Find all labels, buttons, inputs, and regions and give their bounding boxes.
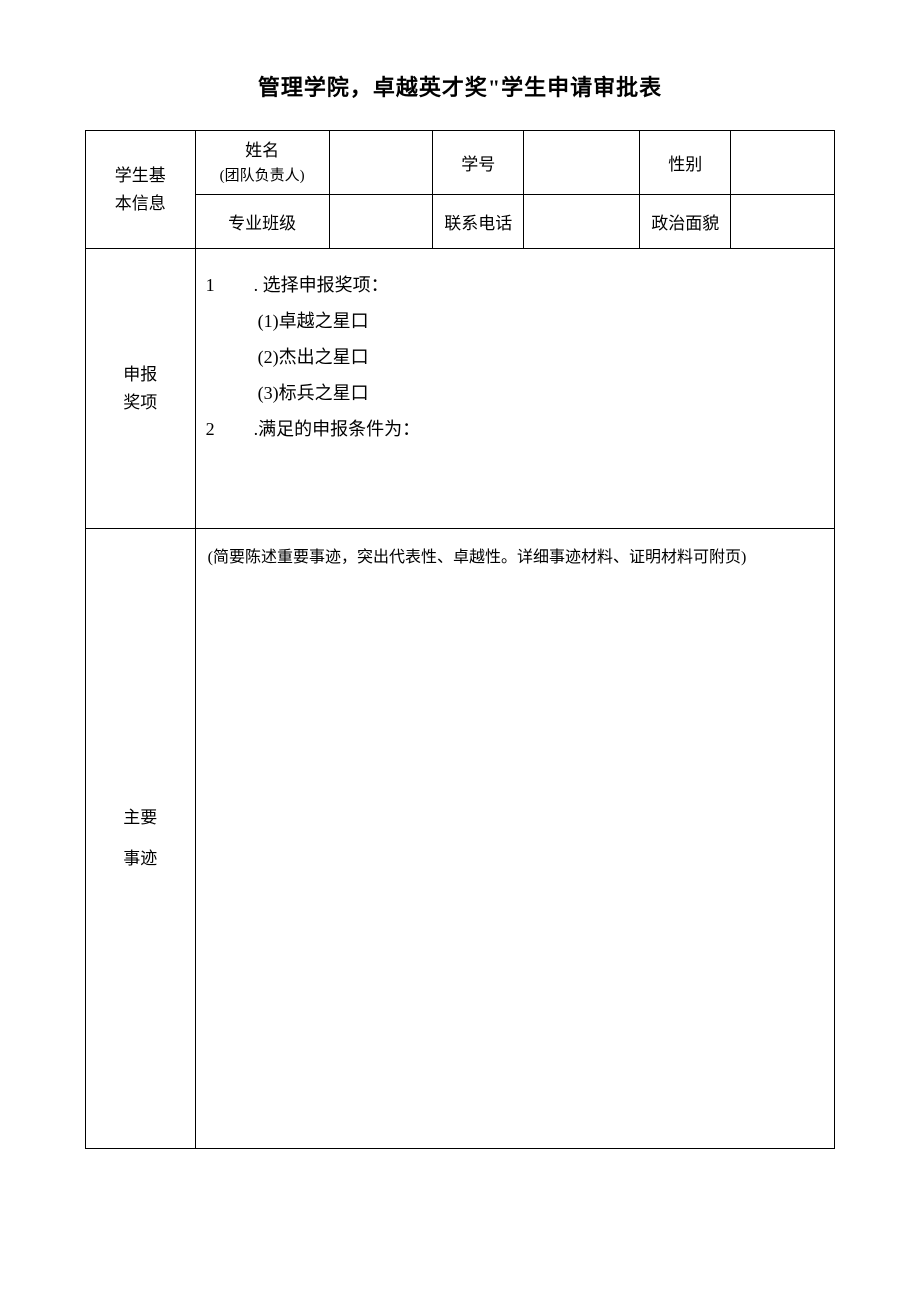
application-form-table: 学生基 本信息 姓名 (团队负责人) 学号 性别 专业班级 联系电话 政治面貌 … — [85, 130, 835, 1149]
basic-info-label: 学生基 本信息 — [86, 131, 196, 249]
deeds-label: 主要 事迹 — [86, 529, 196, 1149]
phone-label: 联系电话 — [433, 195, 524, 249]
student-id-label: 学号 — [433, 131, 524, 195]
gender-value[interactable] — [731, 131, 835, 195]
name-value[interactable] — [329, 131, 433, 195]
name-sub-label: (团队负责人) — [198, 164, 327, 188]
gender-label: 性别 — [640, 131, 731, 195]
name-label: 姓名 — [245, 141, 279, 160]
deeds-label-line1: 主要 — [123, 808, 157, 827]
award-content-cell: 1. 选择申报奖项： (1)卓越之星口 (2)杰出之星口 (3)标兵之星口 2.… — [195, 249, 834, 529]
basic-info-line2: 本信息 — [115, 194, 166, 213]
phone-value[interactable] — [524, 195, 640, 249]
award-option3[interactable]: (3)标兵之星口 — [204, 375, 826, 411]
award-label-line1: 申报 — [123, 365, 157, 384]
class-value[interactable] — [329, 195, 433, 249]
political-value[interactable] — [731, 195, 835, 249]
award-row: 申报 奖项 1. 选择申报奖项： (1)卓越之星口 (2)杰出之星口 (3)标兵… — [86, 249, 835, 529]
page-title: 管理学院，卓越英才奖"学生申请审批表 — [85, 70, 835, 102]
award-item1: 1. 选择申报奖项： — [204, 267, 826, 303]
deeds-hint: (简要陈述重要事迹，突出代表性、卓越性。详细事迹材料、证明材料可附页) — [208, 549, 747, 566]
award-item2-num: 2 — [206, 411, 254, 447]
deeds-label-line2: 事迹 — [123, 849, 157, 868]
award-option2[interactable]: (2)杰出之星口 — [204, 339, 826, 375]
info-row-1: 学生基 本信息 姓名 (团队负责人) 学号 性别 — [86, 131, 835, 195]
award-label-line2: 奖项 — [123, 393, 157, 412]
deeds-row: 主要 事迹 (简要陈述重要事迹，突出代表性、卓越性。详细事迹材料、证明材料可附页… — [86, 529, 835, 1149]
deeds-content-cell[interactable]: (简要陈述重要事迹，突出代表性、卓越性。详细事迹材料、证明材料可附页) — [195, 529, 834, 1149]
basic-info-line1: 学生基 — [115, 166, 166, 185]
class-label: 专业班级 — [195, 195, 329, 249]
award-option1[interactable]: (1)卓越之星口 — [204, 303, 826, 339]
student-id-value[interactable] — [524, 131, 640, 195]
political-label: 政治面貌 — [640, 195, 731, 249]
award-item1-num: 1 — [206, 267, 254, 303]
name-label-cell: 姓名 (团队负责人) — [195, 131, 329, 195]
award-item1-text: . 选择申报奖项： — [254, 275, 389, 295]
award-item2: 2.满足的申报条件为： — [204, 411, 826, 447]
award-label: 申报 奖项 — [86, 249, 196, 529]
info-row-2: 专业班级 联系电话 政治面貌 — [86, 195, 835, 249]
award-item2-text: .满足的申报条件为： — [254, 419, 421, 439]
award-content: 1. 选择申报奖项： (1)卓越之星口 (2)杰出之星口 (3)标兵之星口 2.… — [204, 267, 826, 447]
